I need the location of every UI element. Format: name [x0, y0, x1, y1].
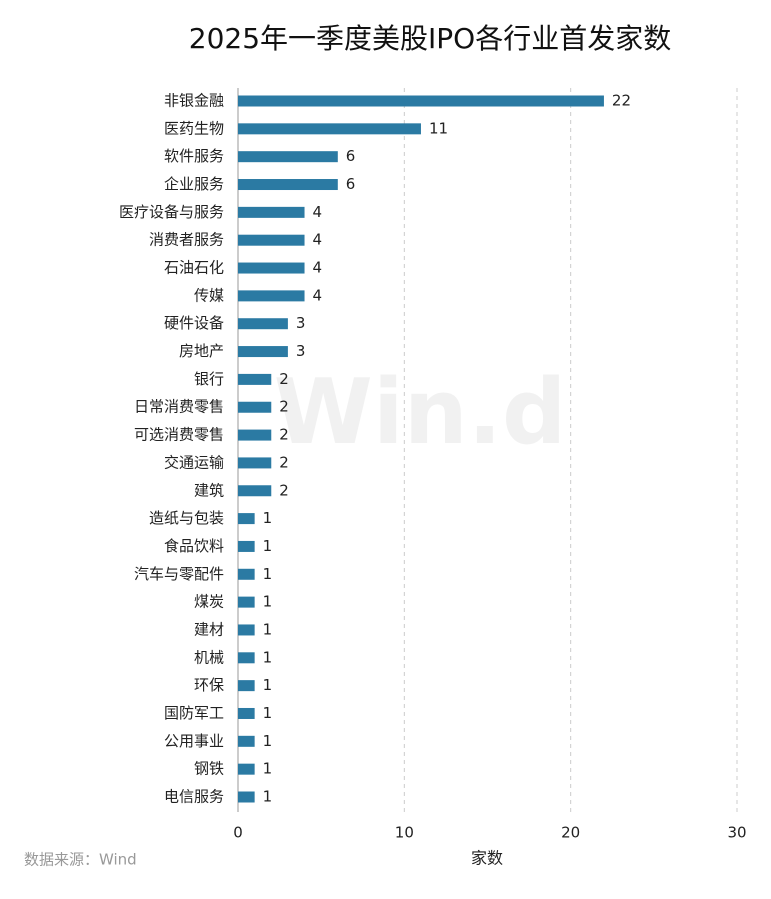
- y-tick-label: 非银金融: [164, 92, 224, 110]
- y-tick-label: 硬件设备: [164, 314, 224, 332]
- data-label: 2: [279, 453, 289, 471]
- data-label: 2: [279, 370, 289, 388]
- y-tick-label: 环保: [194, 676, 224, 694]
- bar: [238, 346, 288, 358]
- bar: [238, 763, 255, 775]
- source-note: 数据来源：Wind: [24, 851, 137, 869]
- bar: [238, 513, 255, 525]
- data-label: 1: [263, 593, 273, 611]
- data-label: 1: [263, 676, 273, 694]
- bar: [238, 262, 305, 274]
- y-tick-label: 电信服务: [164, 788, 224, 806]
- data-label: 1: [263, 620, 273, 638]
- x-tick-label: 0: [233, 824, 243, 842]
- bar: [238, 596, 255, 608]
- y-tick-label: 银行: [194, 370, 224, 388]
- bar: [238, 791, 255, 803]
- data-label: 4: [313, 286, 323, 304]
- bar: [238, 179, 338, 191]
- y-tick-label: 造纸与包装: [149, 509, 224, 527]
- x-tick-label: 30: [727, 824, 746, 842]
- bar: [238, 568, 255, 580]
- data-label: 6: [346, 147, 356, 165]
- y-tick-label: 钢铁: [194, 760, 224, 778]
- bar: [238, 429, 272, 441]
- data-label: 11: [429, 119, 448, 137]
- y-tick-label: 传媒: [194, 286, 224, 304]
- data-label: 4: [313, 203, 323, 221]
- data-label: 1: [263, 704, 273, 722]
- bar: [238, 206, 305, 218]
- data-label: 1: [263, 565, 273, 583]
- data-label: 22: [612, 92, 631, 110]
- bar: [238, 290, 305, 302]
- bar: [238, 373, 272, 385]
- bar: [238, 151, 338, 163]
- bar: [238, 485, 272, 497]
- data-label: 2: [279, 426, 289, 444]
- y-tick-label: 交通运输: [164, 453, 224, 471]
- bar: [238, 234, 305, 246]
- bar: [238, 318, 288, 330]
- data-label: 2: [279, 398, 289, 416]
- data-label: 1: [263, 537, 273, 555]
- bar: [238, 401, 272, 413]
- bar: [238, 457, 272, 469]
- y-tick-label: 建筑: [194, 481, 224, 499]
- bar: [238, 680, 255, 692]
- data-label: 2: [279, 481, 289, 499]
- y-tick-label: 食品饮料: [164, 537, 224, 555]
- data-label: 1: [263, 648, 273, 666]
- y-tick-label: 公用事业: [164, 732, 224, 750]
- y-tick-label: 可选消费零售: [134, 426, 224, 444]
- y-tick-label: 日常消费零售: [134, 398, 224, 416]
- data-label: 3: [296, 314, 306, 332]
- y-tick-label: 煤炭: [194, 593, 224, 611]
- data-label: 3: [296, 342, 306, 360]
- y-tick-label: 石油石化: [164, 259, 224, 277]
- bar: [238, 735, 255, 747]
- y-tick-label: 汽车与零配件: [134, 565, 224, 583]
- bar: [238, 540, 255, 552]
- y-tick-label: 建材: [194, 620, 224, 638]
- bar: [238, 652, 255, 664]
- data-label: 1: [263, 760, 273, 778]
- x-axis-label: 家数: [471, 849, 503, 868]
- bar: [238, 123, 421, 135]
- y-tick-label: 软件服务: [164, 147, 224, 165]
- y-tick-label: 房地产: [179, 342, 224, 360]
- bar: [238, 707, 255, 719]
- y-tick-label: 国防军工: [164, 704, 224, 722]
- bar: [238, 624, 255, 636]
- y-tick-label: 机械: [194, 648, 224, 666]
- data-label: 4: [313, 259, 323, 277]
- y-tick-label: 消费者服务: [149, 231, 224, 249]
- data-label: 1: [263, 788, 273, 806]
- data-label: 6: [346, 175, 356, 193]
- x-tick-label: 10: [395, 824, 414, 842]
- data-label: 1: [263, 509, 273, 527]
- data-label: 1: [263, 732, 273, 750]
- chart-title: 2025年一季度美股IPO各行业首发家数: [189, 22, 671, 55]
- y-tick-label: 企业服务: [164, 175, 224, 193]
- bar: [238, 95, 604, 107]
- data-label: 4: [313, 231, 323, 249]
- y-tick-label: 医疗设备与服务: [119, 203, 224, 221]
- x-tick-label: 20: [561, 824, 580, 842]
- watermark: Win.d: [274, 360, 567, 465]
- y-tick-label: 医药生物: [164, 119, 224, 137]
